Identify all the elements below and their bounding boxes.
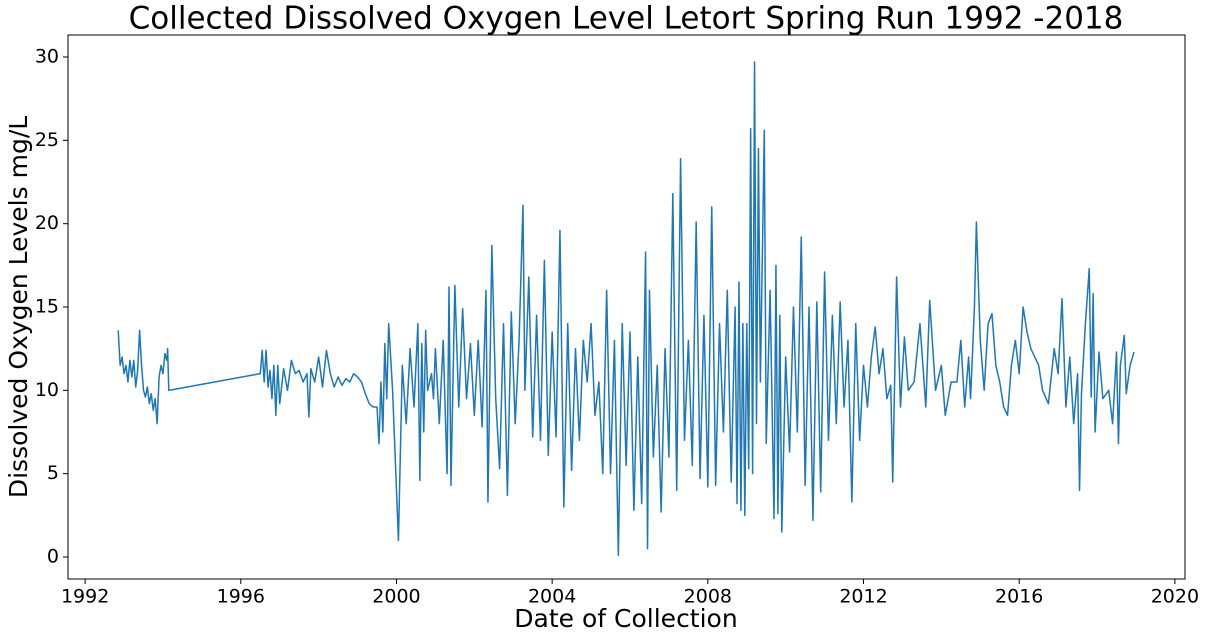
- y-tick-label: 5: [47, 462, 59, 484]
- data-line: [117, 61, 1135, 557]
- x-axis-label: Date of Collection: [514, 604, 737, 633]
- chart-title: Collected Dissolved Oxygen Level Letort …: [129, 1, 1124, 37]
- x-tick-label: 2020: [1151, 586, 1199, 608]
- x-tick-label: 2000: [372, 586, 420, 608]
- x-tick-label: 1992: [61, 586, 109, 608]
- x-tick-label: 2016: [995, 586, 1043, 608]
- y-tick-label: 0: [47, 546, 59, 568]
- plot-frame: [67, 34, 1186, 580]
- y-tick-label: 30: [35, 46, 59, 68]
- y-tick-label: 20: [35, 212, 59, 234]
- x-tick-label: 2012: [839, 586, 887, 608]
- y-tick-label: 25: [35, 129, 59, 151]
- x-tick-label: 1996: [217, 586, 265, 608]
- x-tick-label: 2008: [684, 586, 732, 608]
- y-axis-label: Dissolved Oxygen Levels mg/L: [4, 116, 33, 498]
- x-tick-label: 2004: [528, 586, 576, 608]
- y-tick-label: 15: [35, 296, 59, 318]
- y-tick-label: 10: [35, 379, 59, 401]
